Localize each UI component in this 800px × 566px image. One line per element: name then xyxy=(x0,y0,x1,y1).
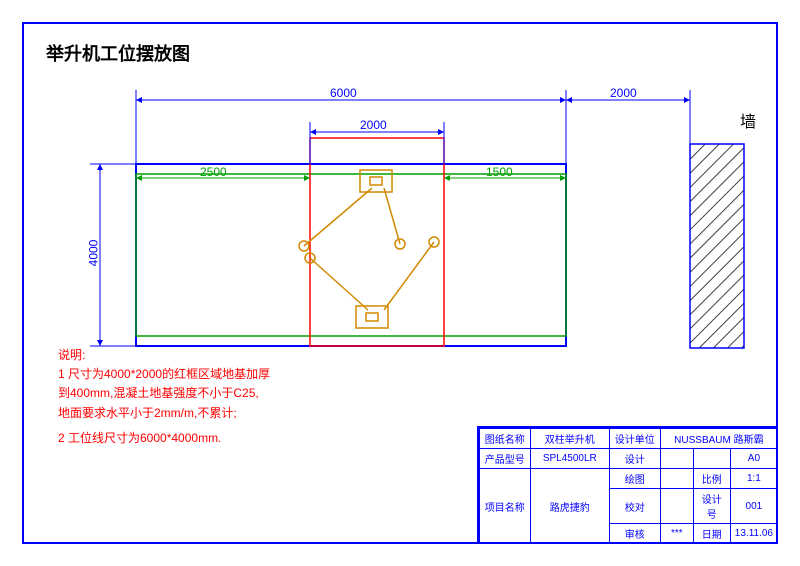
tb-r4c3b xyxy=(660,489,693,524)
plan-outline xyxy=(136,164,566,346)
note-line3: 地面要求水平小于2mm/m,不累计; xyxy=(58,404,270,423)
dim-label-1500: 1500 xyxy=(486,165,513,179)
tb-r1c1: 图纸名称 xyxy=(479,429,530,449)
note-line4: 2 工位线尺寸为6000*4000mm. xyxy=(58,429,270,448)
tb-r3c3b xyxy=(660,469,693,489)
tb-r3c4a: 比例 xyxy=(693,469,730,489)
drawing-sheet: 举升机工位摆放图 墙 xyxy=(0,0,800,566)
tb-r4c4b: 001 xyxy=(730,489,777,524)
tb-r5c3a: 审核 xyxy=(609,524,660,544)
tb-r2c3b xyxy=(660,449,693,469)
tb-r2c4a xyxy=(693,449,730,469)
tb-r4c4a: 设计号 xyxy=(693,489,730,524)
wall xyxy=(690,144,744,348)
tb-r4c3a: 校对 xyxy=(609,489,660,524)
tb-r3c1: 项目名称 xyxy=(479,469,530,544)
tb-r3c4b: 1:1 xyxy=(730,469,777,489)
lift-top-post xyxy=(299,170,405,251)
dim-label-4000: 4000 xyxy=(86,240,100,267)
tb-r2c3a: 设计 xyxy=(609,449,660,469)
dim-label-2000a: 2000 xyxy=(610,86,637,100)
tb-r1c4: NUSSBAUM 路斯霸 xyxy=(660,429,777,449)
dim-label-6000: 6000 xyxy=(330,86,357,100)
dim-label-2500: 2500 xyxy=(200,165,227,179)
lift-bottom-post xyxy=(305,237,439,328)
note-line2: 到400mm,混凝土地基强度不小于C25, xyxy=(58,384,270,403)
note-heading: 说明: xyxy=(58,346,270,365)
tb-r2c1: 产品型号 xyxy=(479,449,530,469)
tb-r5c4a: 日期 xyxy=(693,524,730,544)
workstation-line xyxy=(136,174,566,336)
foundation-zone xyxy=(310,138,444,346)
tb-r5c4b: 13.11.06 xyxy=(730,524,777,544)
tb-r2c2: SPL4500LR xyxy=(530,449,609,469)
tb-r1c3: 设计单位 xyxy=(609,429,660,449)
tb-r1c2: 双柱举升机 xyxy=(530,429,609,449)
notes: 说明: 1 尺寸为4000*2000的红框区域地基加厚 到400mm,混凝土地基… xyxy=(58,346,270,448)
dim-label-2000b: 2000 xyxy=(360,118,387,132)
title-block: 图纸名称 双柱举升机 设计单位 NUSSBAUM 路斯霸 产品型号 SPL450… xyxy=(477,426,778,544)
note-line1: 1 尺寸为4000*2000的红框区域地基加厚 xyxy=(58,365,270,384)
tb-r3c3a: 绘图 xyxy=(609,469,660,489)
tb-r5c3b: *** xyxy=(660,524,693,544)
tb-r2c4b: A0 xyxy=(730,449,777,469)
tb-r3c2: 路虎捷豹 xyxy=(530,469,609,544)
